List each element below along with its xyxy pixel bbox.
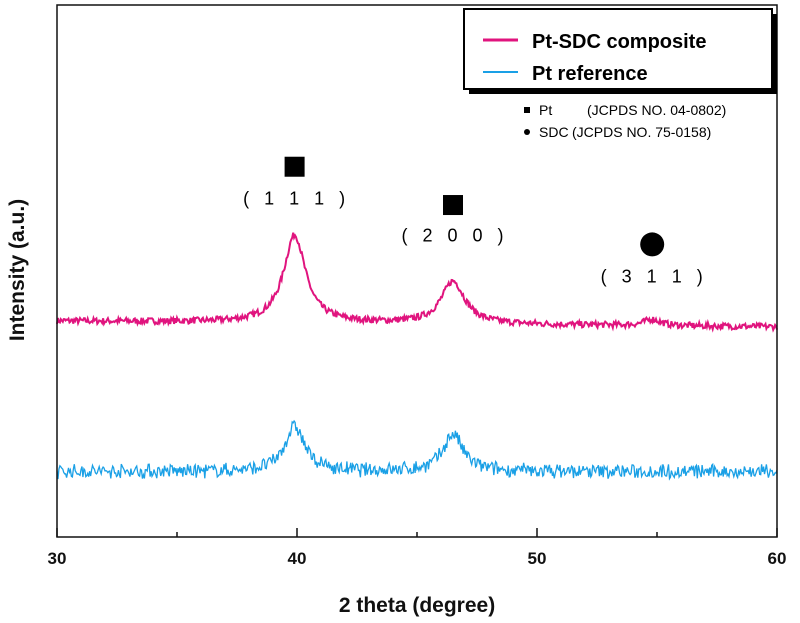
x-tick-label: 30 — [48, 549, 67, 568]
peak-label: ( 1 1 1 ) — [243, 189, 350, 209]
legend-label-composite: Pt-SDC composite — [532, 31, 706, 53]
circle-marker-icon — [524, 129, 530, 135]
y-axis-label: Intensity (a.u.) — [6, 199, 29, 341]
square-marker-icon — [443, 195, 463, 216]
ref-phase-pt: Pt — [539, 102, 552, 118]
circle-marker-icon — [640, 232, 665, 257]
series-line-0 — [56, 232, 778, 333]
peak-label: ( 2 0 0 ) — [401, 226, 508, 246]
square-marker-icon — [284, 156, 305, 177]
x-tick-label: 60 — [768, 549, 787, 568]
series-line-1 — [56, 419, 778, 481]
legend: Pt-SDC composite Pt reference — [463, 8, 777, 94]
x-tick-label: 50 — [528, 549, 547, 568]
peak-label: ( 3 1 1 ) — [601, 267, 708, 287]
legend-label-reference: Pt reference — [532, 63, 648, 85]
reference-legend: Pt (JCPDS NO. 04-0802) SDC (JCPDS NO. 75… — [524, 102, 726, 140]
ref-card-pt: (JCPDS NO. 04-0802) — [587, 102, 726, 118]
x-axis-label: 2 theta (degree) — [339, 594, 495, 617]
ref-phase-sdc: SDC — [539, 124, 569, 140]
square-marker-icon — [524, 107, 530, 113]
ref-card-sdc: (JCPDS NO. 75-0158) — [572, 124, 711, 140]
x-tick-label: 40 — [288, 549, 307, 568]
